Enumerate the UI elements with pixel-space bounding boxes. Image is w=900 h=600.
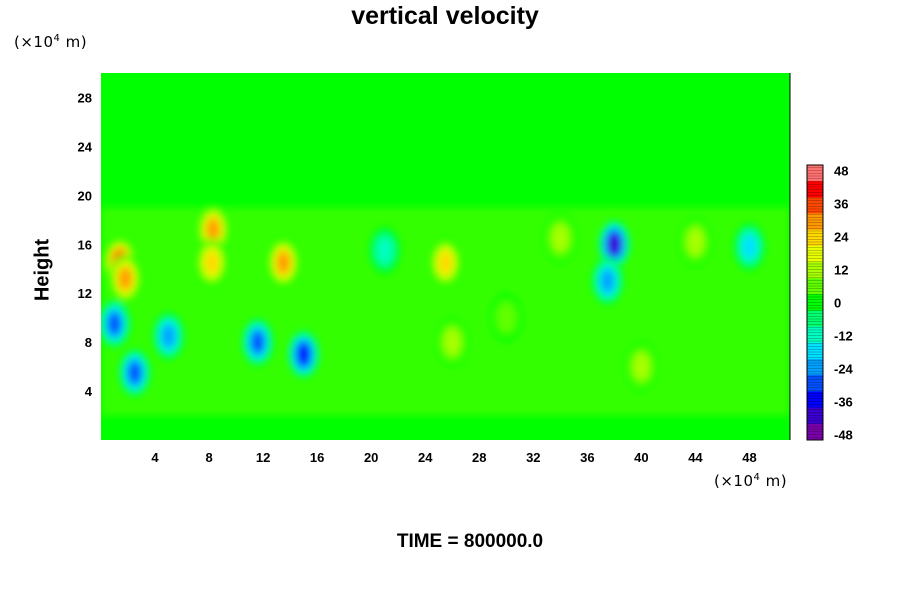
heatmap-cell-19-1 (496, 301, 517, 334)
colorbar-tick-label-36: 36 (834, 197, 848, 212)
y-tick-label-28: 28 (78, 90, 92, 105)
colorbar-tick-label-12: 12 (834, 263, 848, 278)
heatmap-cell-4-5 (277, 251, 290, 274)
x-tick-label-20: 20 (364, 450, 378, 465)
colorbar-swatch-1 (807, 181, 823, 198)
colorbar-swatch-5 (807, 245, 823, 263)
colorbar-tick-label-0: 0 (834, 296, 841, 311)
heatmap-cell-2-5 (207, 218, 220, 241)
x-tick-label-36: 36 (580, 450, 594, 465)
colorbar-swatch-2 (807, 197, 823, 215)
colorbar-frame (806, 164, 824, 441)
x-tick-label-4: 4 (151, 450, 159, 465)
y-tick-label-24: 24 (78, 139, 93, 154)
y-tick-label-20: 20 (78, 188, 92, 203)
heatmap-field (101, 73, 790, 440)
colorbar-swatch-3 (807, 213, 823, 231)
heatmap-cell-10-6 (297, 344, 310, 365)
heatmap-cell-3-4 (205, 251, 219, 274)
colorbar-swatch-11 (807, 342, 823, 360)
colorbar-swatch-4 (807, 229, 823, 247)
colorbar-swatch-10 (807, 326, 823, 344)
x-tick-label-16: 16 (310, 450, 324, 465)
heatmap-cell-1-5 (119, 267, 132, 290)
x-tick-label-44: 44 (688, 450, 703, 465)
colorbar-tick-label--24: -24 (834, 362, 854, 377)
chart-title: vertical velocity (351, 2, 539, 30)
colorbar-swatch-14 (807, 391, 823, 409)
heatmap-features (101, 205, 766, 397)
colorbar-tick-label--48: -48 (834, 428, 853, 443)
colorbar-tick-label-24: 24 (834, 230, 849, 245)
colorbar: 48 36 24 12 0 -12 -24 -36 -48 (806, 164, 854, 443)
x-tick-label-28: 28 (472, 450, 486, 465)
heatmap-cell-9-5 (251, 331, 264, 353)
x-tick-label-12: 12 (256, 450, 270, 465)
x-tick-label-8: 8 (205, 450, 212, 465)
heatmap-cell-11-7 (608, 234, 620, 255)
heatmap-cell-17-2 (633, 353, 650, 380)
colorbar-swatch-16 (807, 423, 823, 441)
colorbar-swatch-12 (807, 359, 823, 376)
y-tick-label-16: 16 (78, 237, 92, 252)
colorbar-swatch-13 (807, 375, 823, 392)
y-tick-label-4: 4 (85, 384, 93, 399)
heatmap-cell-16-2 (444, 328, 461, 356)
x-tick-label-48: 48 (742, 450, 756, 465)
x-tick-label-40: 40 (634, 450, 648, 465)
y-tick-label-12: 12 (78, 286, 92, 301)
y-axis-unit: (×104 m) (14, 33, 88, 51)
colorbar-swatch-15 (807, 407, 823, 425)
heatmap-cell-12-4 (601, 269, 615, 293)
colorbar-tick-label-48: 48 (834, 164, 848, 179)
plot-area (101, 73, 790, 440)
x-tick-label-32: 32 (526, 450, 540, 465)
heatmap-cell-18-2 (687, 228, 704, 256)
heatmap-cell-13-3 (742, 234, 757, 259)
heatmap-cell-6-5 (108, 313, 121, 335)
x-tick-label-24: 24 (418, 450, 433, 465)
heatmap-cell-7-5 (128, 362, 141, 384)
time-label: TIME = 800000.0 (396, 531, 544, 552)
heatmap-cell-5-4 (439, 251, 452, 274)
heatmap-cell-8-4 (162, 324, 175, 348)
heatmap-cell-15-2 (552, 224, 569, 252)
x-axis-unit: (×104 m) (714, 472, 788, 490)
y-tick-label-8: 8 (85, 335, 92, 350)
colorbar-swatch-8 (807, 294, 823, 312)
colorbar-swatch-7 (807, 278, 823, 295)
heatmap-cell-14-2 (376, 237, 393, 264)
colorbar-swatch-6 (807, 262, 823, 279)
colorbar-tick-label--12: -12 (834, 329, 853, 344)
colorbar-tick-label--36: -36 (834, 395, 853, 410)
